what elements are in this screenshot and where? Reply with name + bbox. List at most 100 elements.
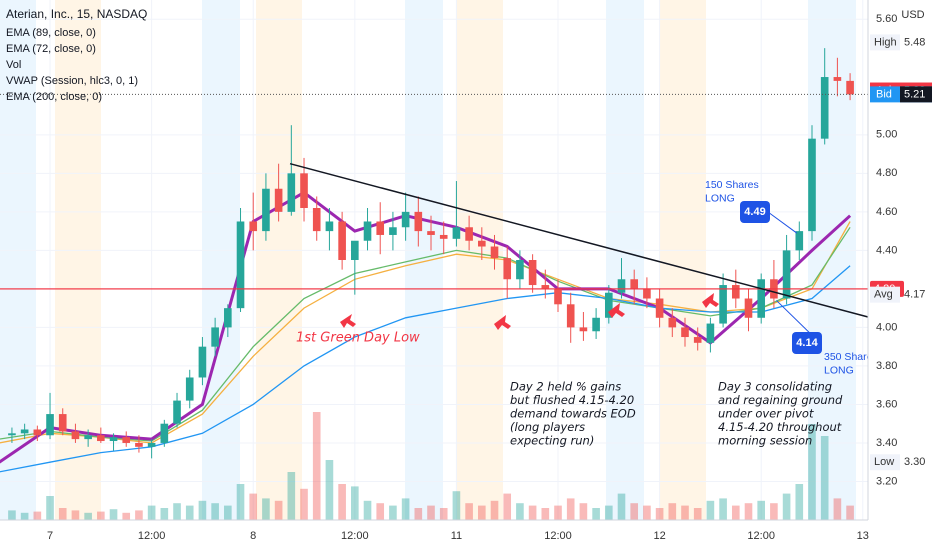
trade-marker — [792, 332, 822, 354]
candle-body — [566, 304, 575, 328]
volume-bar — [300, 488, 308, 520]
price-tag-name: Bid — [876, 88, 892, 100]
volume-bar — [490, 500, 499, 520]
candle-body — [198, 346, 207, 378]
candle-body — [681, 327, 689, 338]
price-tag-value: 5.21 — [904, 88, 925, 100]
volume-bar — [770, 503, 778, 520]
x-tick-label: 12:00 — [341, 530, 369, 542]
volume-bar — [757, 500, 766, 520]
x-tick-label: 12 — [653, 530, 665, 542]
y-tick-label: 4.60 — [876, 206, 897, 218]
candle-body — [262, 188, 270, 232]
volume-bar — [643, 505, 651, 520]
legend-entry: EMA (72, close, 0) — [6, 43, 96, 55]
candle-body — [249, 221, 258, 232]
volume-bar — [249, 493, 258, 520]
annotation: 1st Green Day Low — [296, 331, 420, 346]
candle-body — [452, 227, 461, 239]
price-tag-value: 4.17 — [904, 289, 925, 301]
trendline — [289, 162, 908, 329]
volume-bar — [693, 508, 702, 520]
candle-body — [414, 211, 423, 232]
volume-bar — [325, 460, 334, 520]
candle-body — [160, 423, 169, 443]
volume-bar — [211, 503, 219, 520]
volume-bar — [338, 484, 346, 520]
candle-body — [109, 437, 118, 442]
volume-bar — [808, 424, 816, 520]
legend-entry: Vol — [6, 59, 21, 71]
volume-bar — [617, 493, 626, 520]
volume-bar — [147, 505, 156, 520]
candle-body — [185, 377, 194, 401]
callout-line — [767, 211, 798, 234]
volume-bar — [71, 510, 80, 520]
volume-bar — [363, 500, 372, 520]
candle-body — [820, 77, 829, 139]
arrows — [340, 293, 719, 330]
x-tick-label: 13 — [857, 530, 869, 542]
candle-body — [363, 221, 372, 241]
volume-bar — [351, 486, 359, 520]
volume-bar — [185, 505, 194, 520]
y-tick-label: 5.00 — [876, 129, 897, 141]
candle-body — [8, 433, 16, 436]
volume-bar — [46, 496, 54, 520]
annotation: demand towards EOD — [510, 407, 636, 421]
indicator-line — [0, 265, 851, 473]
trade-marker — [740, 201, 770, 223]
volume-bar — [503, 493, 512, 520]
candle-body — [287, 173, 296, 212]
afterhours-band — [660, 0, 706, 520]
arrow — [702, 293, 719, 308]
volume-bar — [465, 503, 473, 520]
candle-body — [173, 400, 181, 424]
candle-body — [846, 80, 854, 95]
candle-body — [46, 414, 54, 436]
axes: 3.20 3.40 3.60 3.80 4.00 4.40 4.60 4.80 5.00 5.60… — [47, 13, 932, 542]
candle-body — [84, 435, 92, 440]
y-tick-label: 5.60 — [876, 13, 897, 25]
trade-label: 4.14 — [796, 337, 818, 349]
volume-bar — [579, 503, 588, 520]
volume-bar — [109, 509, 118, 520]
annotation: morning session — [718, 434, 812, 448]
volume-bar — [389, 505, 397, 520]
volume-bar — [452, 491, 461, 520]
volume-bar — [846, 505, 854, 520]
volume-bar — [516, 503, 524, 520]
annotation: (long players — [510, 420, 585, 434]
volume-bar — [33, 511, 42, 520]
legend-entry: EMA (200, close, 0) — [6, 91, 102, 103]
price-tag-name: Low — [874, 456, 894, 468]
annotation: expecting run) — [510, 434, 594, 448]
volume-bar — [414, 508, 423, 520]
volume-bar — [427, 505, 435, 520]
volume — [8, 412, 854, 520]
volume-bar — [20, 512, 29, 520]
time-axis-panel — [0, 520, 868, 550]
volume-bar — [668, 503, 677, 520]
currency: USD — [901, 9, 924, 21]
annotation: Day 3 consolidating — [718, 380, 832, 394]
candles — [8, 48, 854, 459]
candle-body — [224, 308, 232, 328]
volume-bar — [122, 512, 131, 520]
candle-body — [655, 298, 664, 318]
volume-bar — [84, 512, 92, 520]
candle-body — [401, 211, 410, 228]
candle-body — [693, 337, 702, 343]
premarket-band — [202, 0, 240, 520]
price-tag-name-box — [870, 34, 900, 51]
price-tag-value: 5.48 — [904, 36, 925, 48]
volume-bar — [198, 500, 207, 520]
candle-body — [135, 442, 143, 447]
volume-bar — [541, 508, 550, 520]
y-tick-label: 4.00 — [876, 321, 897, 333]
annotation: LONG — [705, 192, 735, 204]
trade-label: 4.49 — [744, 206, 765, 218]
legend: Aterian, Inc., 15, NASDAQ EMA (89, close… — [6, 7, 147, 103]
volume-bar — [630, 503, 639, 520]
candle-body — [617, 279, 626, 293]
